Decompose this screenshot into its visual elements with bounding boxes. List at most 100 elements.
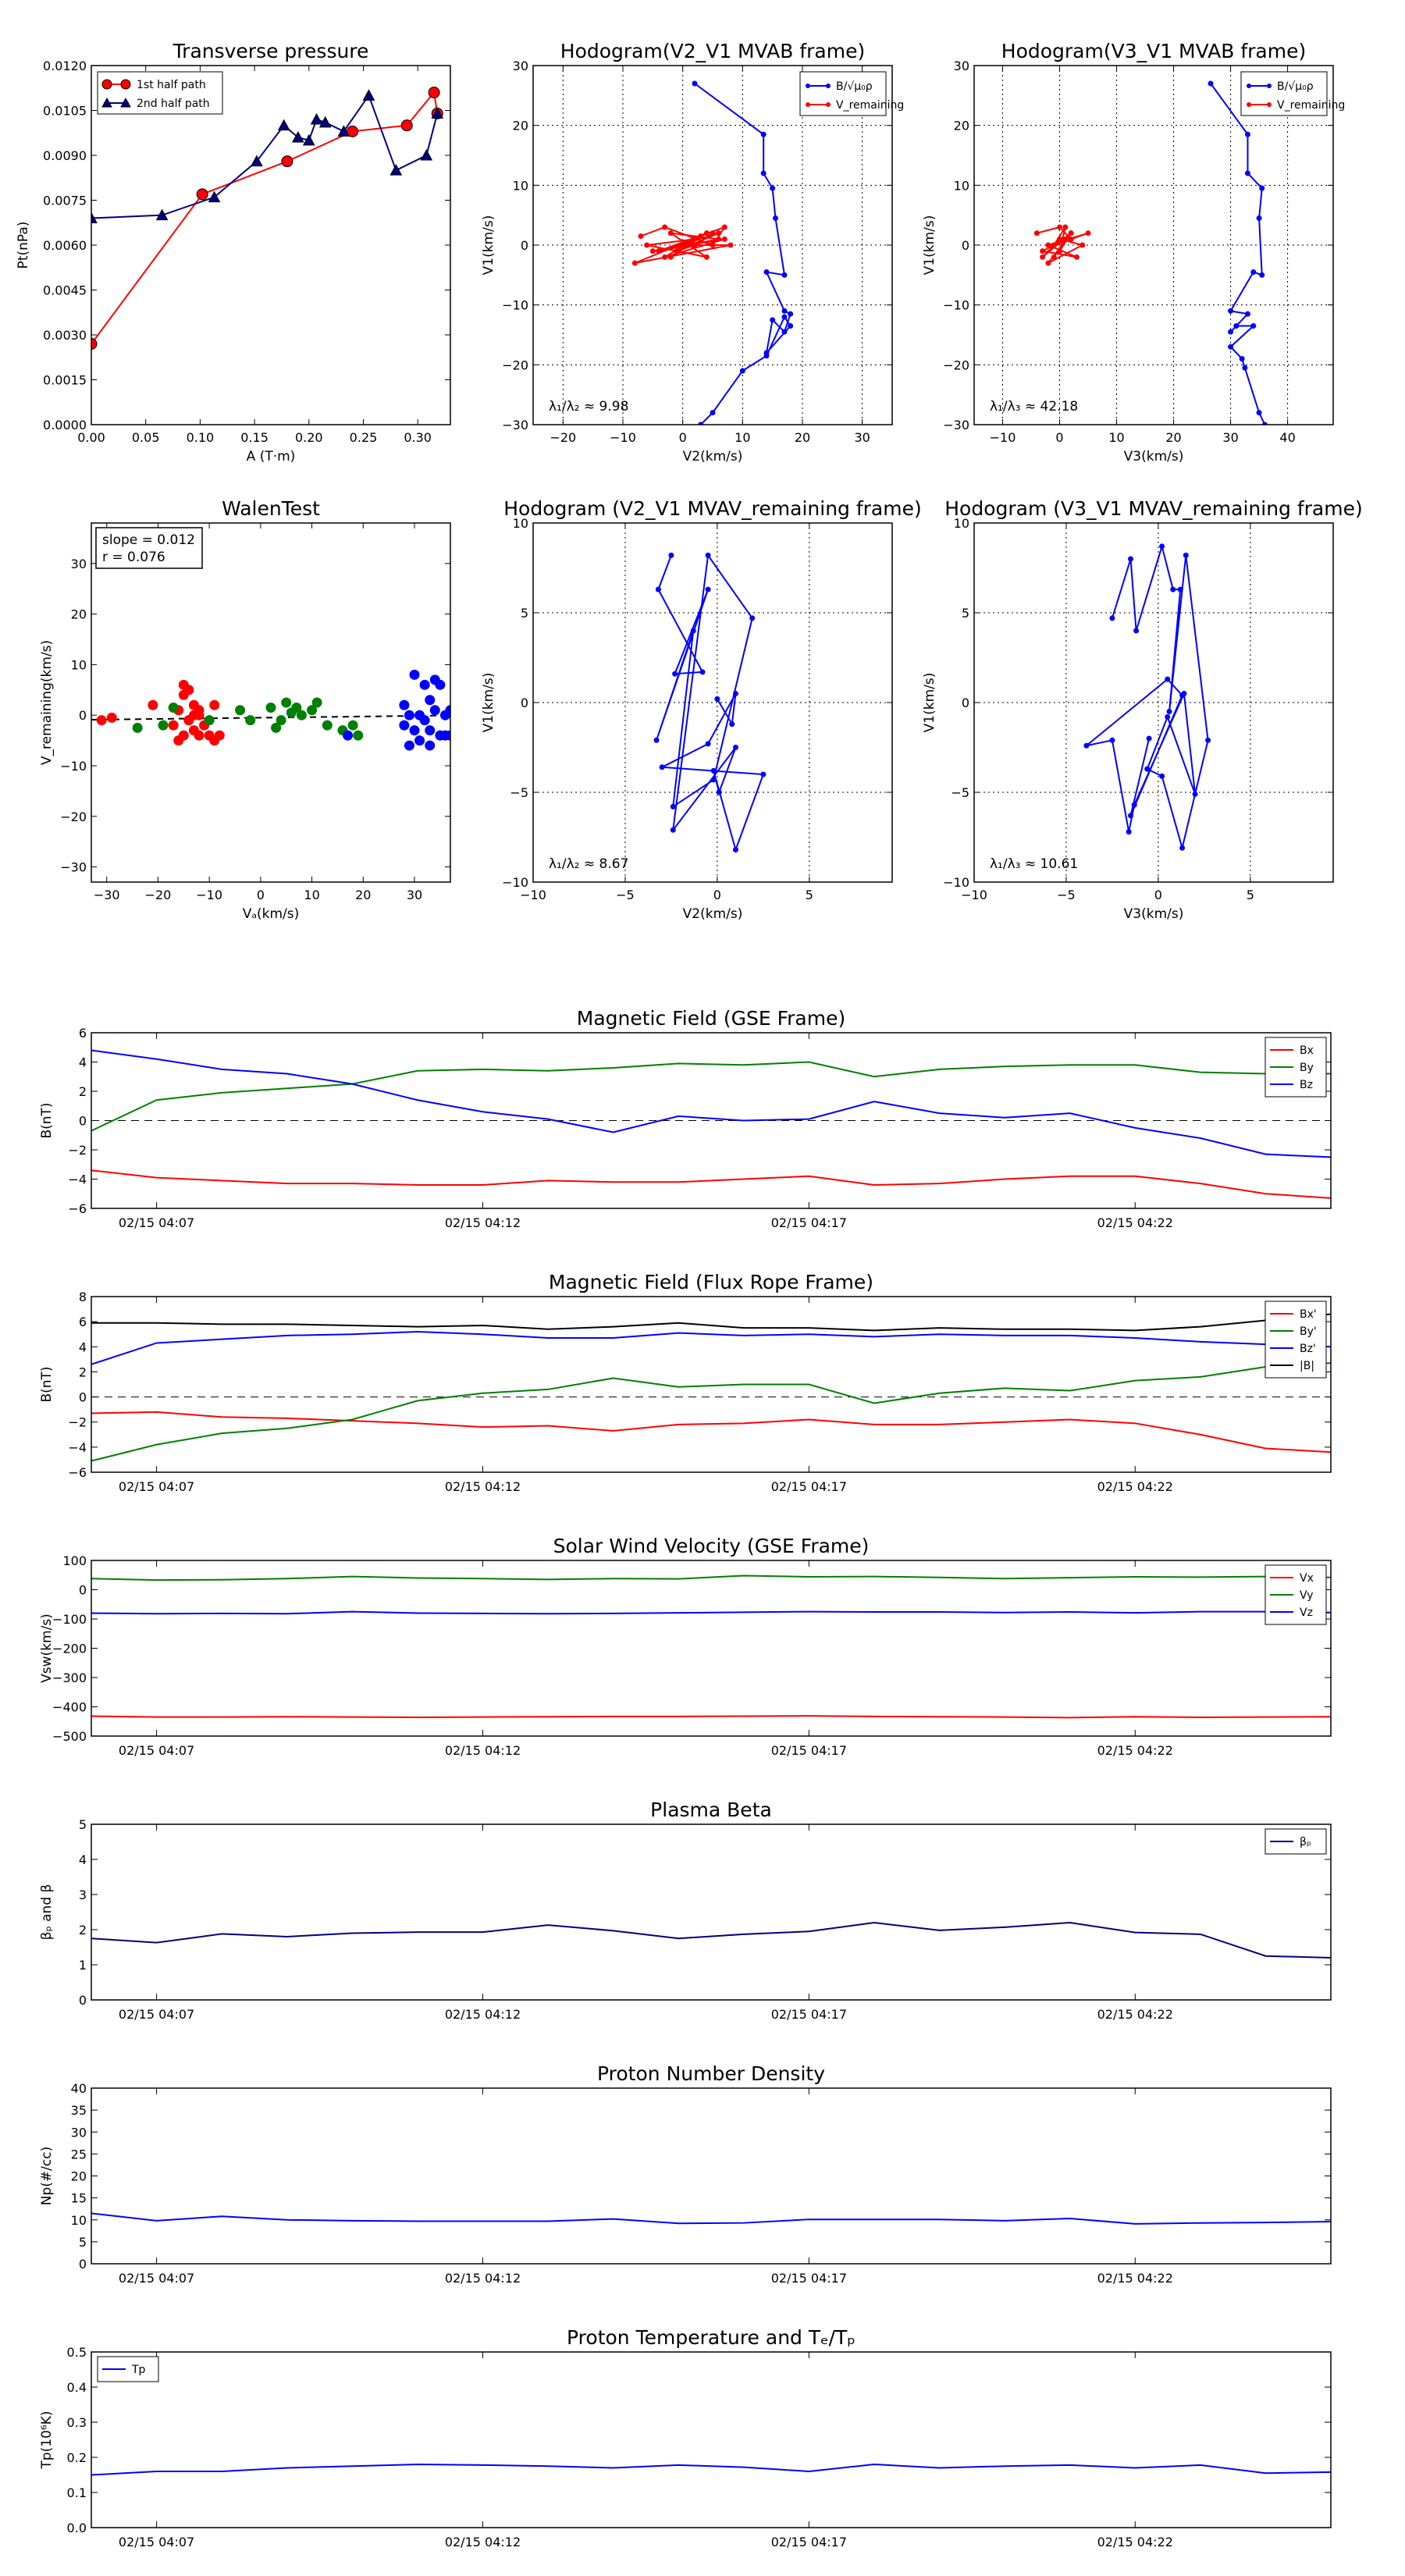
hodogram-v2-mvab-series-1-point: [649, 248, 656, 254]
hodogram-v2-mvav-xtick-label: −5: [616, 888, 635, 902]
walen-test-series-1-point: [204, 715, 215, 726]
walen-test-series-0-point: [173, 735, 184, 746]
hodogram-v2-mvav-series-0-point: [729, 721, 735, 728]
hodogram-v2-mvab-series-1-point: [674, 248, 680, 254]
hodogram-v2-mvab-series-0-point: [698, 422, 704, 425]
hodogram-v2-mvab-series-0-point: [763, 353, 770, 359]
walen-test-series-0-point: [106, 712, 117, 723]
walen-test-ytick-label: 0: [79, 708, 87, 723]
hodogram-v3-mvab-series-0-point: [1228, 343, 1234, 350]
walen-test-series-0-point: [148, 699, 158, 710]
hodogram-v2-mvav-series-0-point: [716, 789, 722, 795]
magnetic-field-flux-rope-legend-label: By': [1300, 1325, 1317, 1338]
transverse-pressure-series-1-point: [389, 164, 403, 176]
hodogram-v2-mvav-frame: [532, 522, 893, 883]
transverse-pressure-series-1-point: [431, 107, 444, 119]
hodogram-v2-mvab-legend-label: B/√μ₀ρ: [836, 80, 873, 93]
transverse-pressure-series-1-point: [251, 155, 263, 167]
hodogram-v2-mvab-series-1-point: [631, 260, 638, 266]
hodogram-v3-mvav-series-0-line: [1086, 543, 1209, 852]
hodogram-v2-mvab-xlabel: V2(km/s): [683, 449, 743, 464]
transverse-pressure-plot-area: [91, 87, 444, 350]
plasma-beta-ytick-label: 0: [79, 1993, 87, 2008]
hodogram-v2-mvab-ytick-label: −30: [502, 418, 528, 432]
magnetic-field-flux-rope-xtick-label: 02/15 04:22: [1097, 1479, 1173, 1494]
hodogram-v3-mvab-series-0-point: [1256, 215, 1262, 221]
walen-test-series-0-point: [178, 689, 189, 700]
hodogram-v3-mvav-series-0-point: [1133, 628, 1140, 634]
hodogram-v3-mvav-ytick-label: 5: [962, 606, 969, 621]
hodogram-v2-mvab-series-1-point: [656, 248, 662, 254]
magnetic-field-gse-ytick-label: 0: [79, 1114, 87, 1129]
proton-number-density-chart: 0 5 10 15 20 25 30 35 40 02/15 04:07 02/15 04:12 02…: [39, 2062, 1331, 2286]
plasma-beta-plot-area: [91, 1921, 1331, 1959]
proton-number-density-xtick-label: 02/15 04:07: [119, 2271, 194, 2286]
hodogram-v3-mvab-eigen-ratio: λ₁/λ₃ ≈ 42.18: [990, 399, 1078, 415]
transverse-pressure-series-1-point: [91, 212, 98, 223]
magnetic-field-gse-xtick-label: 02/15 04:07: [119, 1215, 194, 1230]
proton-temperature-ytick-label: 0.0: [67, 2521, 87, 2535]
magnetic-field-flux-rope-ylabel: B(nT): [39, 1366, 55, 1402]
walen-test-series-1-point: [281, 697, 292, 708]
hodogram-v2-mvab-series-0-point: [781, 272, 788, 278]
plasma-beta-xtick-label: 02/15 04:12: [445, 2007, 521, 2022]
hodogram-v2-mvab-series-0-point: [770, 317, 776, 323]
magnetic-field-flux-rope-ytick-label: −2: [68, 1415, 87, 1430]
hodogram-v2-mvab-ytick-label: 30: [513, 59, 528, 73]
hodogram-v2-mvab-legend-marker: [826, 102, 831, 107]
hodogram-v3-mvab-series-1-point: [1068, 230, 1074, 237]
hodogram-v2-mvab-series-0-point: [788, 323, 794, 329]
hodogram-v3-mvab-series-0-point: [1259, 272, 1265, 278]
hodogram-v3-mvab-series-0-point: [1244, 170, 1250, 176]
hodogram-v3-mvab-series-0-point: [1244, 131, 1250, 137]
hodogram-v3-mvab-ytick-label: 20: [954, 119, 969, 133]
solar-wind-velocity-series-Vx-line: [91, 1715, 1331, 1719]
proton-number-density-ytick-label: 40: [71, 2081, 87, 2096]
magnetic-field-flux-rope-ytick-label: −6: [68, 1465, 87, 1480]
walen-test-xtick-label: 10: [304, 888, 319, 902]
transverse-pressure-ylabel: Pt(nPa): [16, 222, 31, 269]
hodogram-v3-mvav-ytick-label: 0: [962, 696, 969, 710]
hodogram-v2-mvab-xtick-label: −20: [550, 430, 576, 445]
walen-test-series-2-point: [399, 699, 410, 710]
hodogram-v2-mvav-series-0-point: [710, 777, 717, 783]
transverse-pressure-legend-marker: [120, 79, 131, 90]
walen-test-series-2-point: [445, 730, 450, 741]
plasma-beta-ytick-label: 4: [79, 1852, 87, 1867]
transverse-pressure-chart: 0.00 0.05 0.10 0.15 0.20 0.25 0.30 0.0000 0.0015…: [16, 40, 450, 464]
hodogram-v2-mvab-series-1-point: [703, 254, 710, 260]
hodogram-v2-mvab-series-0-point: [739, 368, 745, 374]
transverse-pressure-ytick-label: 0.0120: [43, 59, 87, 73]
hodogram-v2-mvab-series-0-point: [760, 131, 767, 137]
hodogram-v3-mvab-series-1-point: [1045, 260, 1051, 266]
hodogram-v2-mvab-ytick-label: −20: [502, 358, 528, 372]
hodogram-v3-mvav-xtick-label: 0: [1154, 888, 1162, 902]
hodogram-v2-mvab-legend-marker: [806, 84, 810, 88]
walen-test-series-1-point: [271, 722, 282, 733]
walen-test-chart: −30 −20 −10 0 10 20 30 −30 −20 −10 0 10 20 30 WalenTes…: [39, 497, 450, 922]
magnetic-field-gse-ytick-label: −2: [68, 1143, 87, 1158]
hodogram-v3-mvav-series-0-point: [1192, 791, 1198, 797]
hodogram-v2-mvab-series-1-point: [680, 242, 686, 248]
hodogram-v3-mvab-series-0-point: [1261, 422, 1268, 425]
hodogram-v3-mvab-series-1-point: [1040, 248, 1046, 254]
hodogram-v3-mvab-xtick-label: 30: [1222, 430, 1238, 445]
hodogram-v2-mvav-xtick-label: 0: [713, 888, 721, 902]
hodogram-v2-mvab-plot-area: [631, 80, 794, 425]
magnetic-field-gse-ytick-label: 2: [79, 1084, 87, 1099]
hodogram-v3-mvab-ytick-label: −10: [943, 298, 969, 313]
hodogram-v2-mvav-series-0-point: [705, 586, 711, 592]
proton-number-density-plot-area: [91, 2212, 1331, 2225]
solar-wind-velocity-ytick-label: −500: [52, 1729, 87, 1744]
hodogram-v2-mvab-xtick-label: 0: [679, 430, 687, 445]
proton-temperature-series-Tp-line: [91, 2463, 1331, 2476]
walen-test-ytick-label: −30: [60, 860, 87, 875]
transverse-pressure-legend-marker: [120, 97, 131, 108]
walen-test-series-1-point: [235, 705, 246, 716]
proton-number-density-ytick-label: 10: [71, 2213, 87, 2228]
transverse-pressure-series-1-point: [420, 148, 433, 161]
magnetic-field-flux-rope-ytick-label: 4: [79, 1340, 87, 1354]
hodogram-v2-mvav-ylabel: V1(km/s): [481, 673, 496, 733]
solar-wind-velocity-chart: −500 −400 −300 −200 −100 0 100 02/15 04:07 02/15…: [39, 1535, 1331, 1758]
